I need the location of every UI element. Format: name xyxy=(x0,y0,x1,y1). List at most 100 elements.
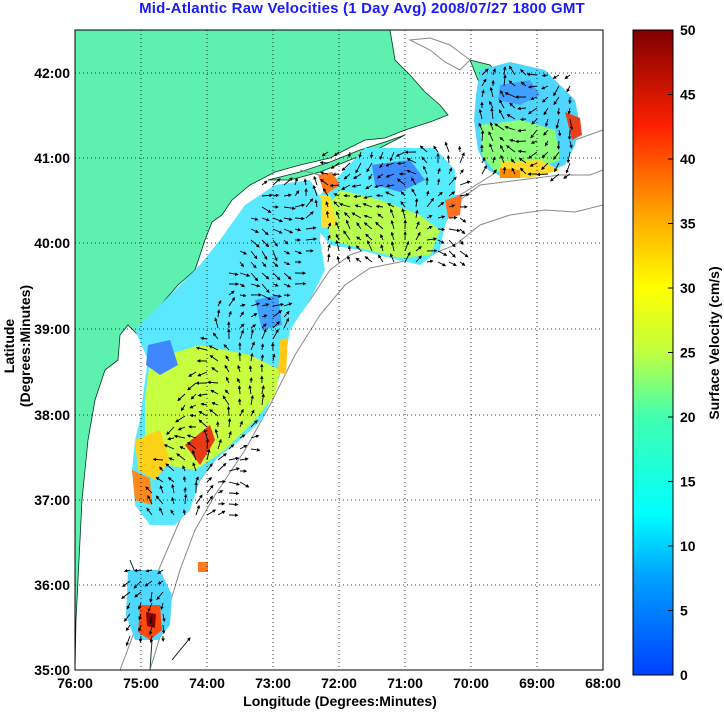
velocity-arrow xyxy=(126,602,131,610)
velocity-arrow xyxy=(250,217,259,221)
velocity-arrow xyxy=(448,176,457,186)
velocity-arrow xyxy=(437,191,443,197)
x-tick-label: 69:00 xyxy=(519,675,555,691)
velocity-arrow xyxy=(272,250,278,262)
velocity-arrow xyxy=(385,184,395,188)
velocity-arrow xyxy=(272,328,279,340)
velocity-arrow xyxy=(377,254,384,263)
velocity-arrow xyxy=(294,190,300,197)
velocity-arrow xyxy=(283,217,293,221)
velocity-arrow xyxy=(239,329,244,340)
x-tick-label: 72:00 xyxy=(321,675,357,691)
velocity-arrow xyxy=(332,172,340,177)
velocity-arrow xyxy=(489,143,494,153)
velocity-arrow xyxy=(208,345,219,351)
colorbar xyxy=(632,29,674,676)
velocity-arrow xyxy=(437,201,445,208)
velocity-arrow xyxy=(529,162,538,167)
velocity-arrow xyxy=(459,180,471,186)
velocity-arrow xyxy=(228,491,240,496)
velocity-arrow xyxy=(500,154,505,164)
velocity-arrow xyxy=(459,239,464,245)
x-tick-label: 75:00 xyxy=(123,675,159,691)
velocity-arrow xyxy=(283,193,292,198)
velocity-arrow xyxy=(517,128,527,133)
velocity-arrow xyxy=(504,125,516,131)
velocity-arrow xyxy=(553,85,560,97)
velocity-arrow xyxy=(421,156,428,164)
velocity-arrow xyxy=(569,118,574,131)
velocity-arrow xyxy=(283,206,296,210)
velocity-arrow xyxy=(250,250,258,260)
velocity-arrow xyxy=(283,177,293,186)
velocity-arrow xyxy=(341,162,351,171)
velocity-arrow xyxy=(137,602,142,611)
velocity-arrow xyxy=(171,637,191,661)
velocity-arrow xyxy=(195,476,199,483)
velocity-arrow xyxy=(272,193,280,198)
velocity-arrow xyxy=(228,430,232,439)
velocity-arrow xyxy=(261,294,272,301)
velocity-arrow xyxy=(425,190,430,197)
velocity-arrow xyxy=(157,569,164,575)
velocity-arrow xyxy=(565,162,571,174)
velocity-arrow xyxy=(365,233,373,241)
velocity-arrow xyxy=(283,250,291,255)
velocity-arrow xyxy=(543,107,549,116)
velocity-arrow xyxy=(260,343,265,351)
velocity-arrow xyxy=(228,444,235,450)
velocity-arrow xyxy=(459,217,467,223)
colorbar-tick-label: 25 xyxy=(680,345,696,361)
velocity-arrow xyxy=(206,509,217,516)
velocity-arrow xyxy=(305,226,317,230)
velocity-arrow xyxy=(225,376,230,384)
velocity-arrow xyxy=(390,219,395,230)
velocity-arrow xyxy=(225,355,230,362)
colorbar-tick-labels: 50 45 40 35 30 25 20 15 10 5 0 xyxy=(680,22,696,683)
velocity-arrow xyxy=(327,243,331,252)
velocity-arrow xyxy=(272,261,279,268)
velocity-arrow xyxy=(396,178,406,186)
colorbar-tick-label: 45 xyxy=(680,87,696,103)
velocity-arrow xyxy=(557,129,562,137)
velocity-arrow xyxy=(355,245,362,252)
velocity-arrow xyxy=(239,420,243,428)
y-tick-label: 41:00 xyxy=(34,150,70,166)
velocity-arrow xyxy=(415,209,419,219)
velocity-arrow xyxy=(180,404,186,412)
velocity-arrow xyxy=(375,193,384,198)
velocity-arrow xyxy=(363,195,373,200)
velocity-arrow xyxy=(250,419,258,428)
velocity-arrow xyxy=(155,476,164,483)
velocity-arrow xyxy=(419,145,428,153)
velocity-arrow xyxy=(134,591,142,598)
velocity-arrow xyxy=(436,178,441,186)
velocity-arrow xyxy=(162,613,166,623)
velocity-arrow xyxy=(544,140,549,147)
velocity-arrow xyxy=(190,393,197,400)
velocity-arrow xyxy=(167,477,175,483)
velocity-arrow xyxy=(543,129,549,136)
velocity-arrow xyxy=(437,261,447,267)
velocity-arrow xyxy=(239,272,251,277)
colorbar-tick-label: 40 xyxy=(680,151,696,167)
velocity-arrow xyxy=(448,228,461,233)
velocity-arrow xyxy=(138,624,142,632)
velocity-arrow xyxy=(239,303,246,308)
velocity-arrow xyxy=(414,198,419,208)
velocity-arrow xyxy=(343,173,351,180)
velocity-arrow xyxy=(356,236,362,241)
velocity-arrow xyxy=(125,624,131,632)
x-tick-label: 76:00 xyxy=(57,675,93,691)
y-tick-label: 38:00 xyxy=(34,407,70,423)
velocity-arrow xyxy=(171,496,175,505)
velocity-arrow xyxy=(330,162,340,169)
velocity-arrow xyxy=(379,162,384,169)
velocity-arrow xyxy=(182,465,186,472)
velocity-arrow xyxy=(390,231,395,241)
colorbar-tick-label: 35 xyxy=(680,216,696,232)
velocity-arrow xyxy=(509,65,516,76)
velocity-arrow xyxy=(385,173,395,178)
velocity-arrow xyxy=(147,602,153,613)
